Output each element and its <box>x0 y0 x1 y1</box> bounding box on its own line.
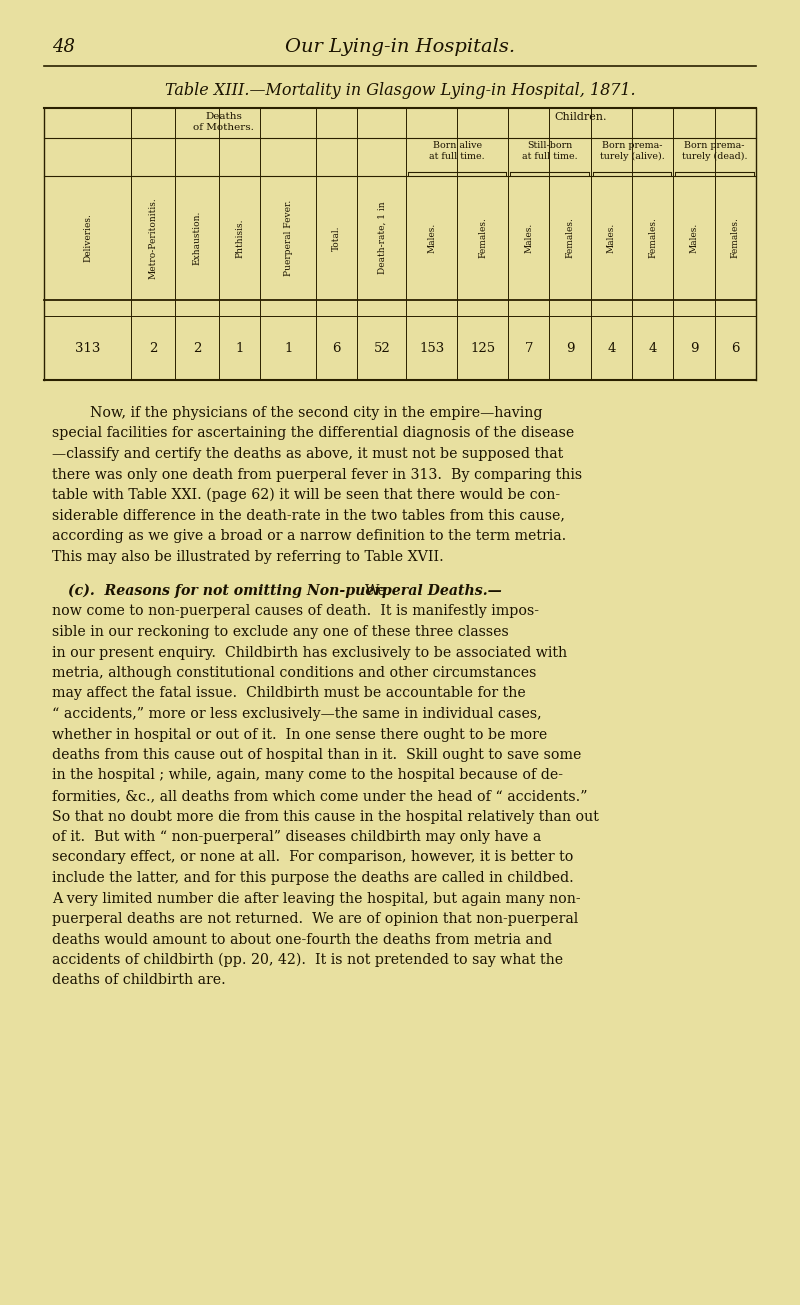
Text: turely (alive).: turely (alive). <box>600 151 665 161</box>
Text: 125: 125 <box>470 342 495 355</box>
Text: 1: 1 <box>235 342 244 355</box>
Text: 2: 2 <box>149 342 158 355</box>
Text: turely (dead).: turely (dead). <box>682 151 747 161</box>
Text: in our present enquiry.  Childbirth has exclusively to be associated with: in our present enquiry. Childbirth has e… <box>52 646 567 659</box>
Text: 6: 6 <box>731 342 739 355</box>
Text: puerperal deaths are not returned.  We are of opinion that non-puerperal: puerperal deaths are not returned. We ar… <box>52 912 578 927</box>
Text: (c).  Reasons for not omitting Non-puerperal Deaths.—: (c). Reasons for not omitting Non-puerpe… <box>68 585 502 599</box>
Text: 48: 48 <box>52 38 75 56</box>
Text: We: We <box>365 585 386 598</box>
Text: Table XIII.—Mortality in Glasgow Lying-in Hospital, 1871.: Table XIII.—Mortality in Glasgow Lying-i… <box>165 82 635 99</box>
Text: siderable difference in the death-rate in the two tables from this cause,: siderable difference in the death-rate i… <box>52 509 565 522</box>
Text: formities, &c., all deaths from which come under the head of “ accidents.”: formities, &c., all deaths from which co… <box>52 790 587 803</box>
Text: Metro-Peritonitis.: Metro-Peritonitis. <box>149 197 158 279</box>
Text: Puerperal Fever.: Puerperal Fever. <box>284 200 293 277</box>
Text: of Mothers.: of Mothers. <box>194 123 254 132</box>
Text: 313: 313 <box>75 342 101 355</box>
Text: deaths of childbirth are.: deaths of childbirth are. <box>52 974 226 988</box>
Text: 52: 52 <box>374 342 390 355</box>
Text: at full time.: at full time. <box>522 151 578 161</box>
Text: Children.: Children. <box>554 112 607 121</box>
Text: 7: 7 <box>525 342 533 355</box>
Text: there was only one death from puerperal fever in 313.  By comparing this: there was only one death from puerperal … <box>52 467 582 482</box>
Text: Deliveries.: Deliveries. <box>83 214 92 262</box>
Text: Deaths: Deaths <box>206 112 242 121</box>
Text: Born prema-: Born prema- <box>685 141 745 150</box>
Text: 4: 4 <box>649 342 657 355</box>
Text: deaths would amount to about one-fourth the deaths from metria and: deaths would amount to about one-fourth … <box>52 933 552 946</box>
Text: 153: 153 <box>419 342 444 355</box>
Text: metria, although constitutional conditions and other circumstances: metria, although constitutional conditio… <box>52 666 536 680</box>
Text: Males.: Males. <box>524 223 534 253</box>
Text: So that no doubt more die from this cause in the hospital relatively than out: So that no doubt more die from this caus… <box>52 809 599 823</box>
Text: 9: 9 <box>566 342 574 355</box>
Text: Females.: Females. <box>648 218 658 258</box>
Text: Females.: Females. <box>566 218 574 258</box>
Text: 2: 2 <box>193 342 202 355</box>
Text: Our Lying-in Hospitals.: Our Lying-in Hospitals. <box>285 38 515 56</box>
Text: sible in our reckoning to exclude any one of these three classes: sible in our reckoning to exclude any on… <box>52 625 509 639</box>
Text: according as we give a broad or a narrow definition to the term metria.: according as we give a broad or a narrow… <box>52 529 566 543</box>
Text: include the latter, and for this purpose the deaths are called in childbed.: include the latter, and for this purpose… <box>52 870 574 885</box>
Text: at full time.: at full time. <box>430 151 485 161</box>
Text: Still-born: Still-born <box>527 141 572 150</box>
Text: Phthisis.: Phthisis. <box>235 218 244 258</box>
Text: accidents of childbirth (pp. 20, 42).  It is not pretended to say what the: accidents of childbirth (pp. 20, 42). It… <box>52 953 563 967</box>
Text: Males.: Males. <box>607 223 616 253</box>
Text: Born alive: Born alive <box>433 141 482 150</box>
Text: Now, if the physicians of the second city in the empire—having: Now, if the physicians of the second cit… <box>90 406 542 420</box>
Text: Born prema-: Born prema- <box>602 141 662 150</box>
Text: 1: 1 <box>284 342 293 355</box>
Text: Females.: Females. <box>478 218 487 258</box>
Text: A very limited number die after leaving the hospital, but again many non-: A very limited number die after leaving … <box>52 891 581 906</box>
Text: Death-rate, 1 in: Death-rate, 1 in <box>378 202 386 274</box>
Text: Males.: Males. <box>690 223 698 253</box>
Text: 4: 4 <box>607 342 616 355</box>
Text: Males.: Males. <box>427 223 436 253</box>
Text: Total.: Total. <box>332 226 342 251</box>
Text: “ accidents,” more or less exclusively—the same in individual cases,: “ accidents,” more or less exclusively—t… <box>52 707 542 720</box>
Text: This may also be illustrated by referring to Table XVII.: This may also be illustrated by referrin… <box>52 549 444 564</box>
Text: may affect the fatal issue.  Childbirth must be accountable for the: may affect the fatal issue. Childbirth m… <box>52 686 526 701</box>
Text: 6: 6 <box>333 342 341 355</box>
Text: now come to non-puerperal causes of death.  It is manifestly impos-: now come to non-puerperal causes of deat… <box>52 604 539 619</box>
Text: table with Table XXI. (page 62) it will be seen that there would be con-: table with Table XXI. (page 62) it will … <box>52 488 560 502</box>
Text: —classify and certify the deaths as above, it must not be supposed that: —classify and certify the deaths as abov… <box>52 448 563 461</box>
Text: special facilities for ascertaining the differential diagnosis of the disease: special facilities for ascertaining the … <box>52 427 574 441</box>
Text: secondary effect, or none at all.  For comparison, however, it is better to: secondary effect, or none at all. For co… <box>52 851 574 864</box>
Text: deaths from this cause out of hospital than in it.  Skill ought to save some: deaths from this cause out of hospital t… <box>52 748 582 762</box>
Text: of it.  But with “ non-puerperal” diseases childbirth may only have a: of it. But with “ non-puerperal” disease… <box>52 830 542 844</box>
Text: Females.: Females. <box>731 218 740 258</box>
Text: 9: 9 <box>690 342 698 355</box>
Text: whether in hospital or out of it.  In one sense there ought to be more: whether in hospital or out of it. In one… <box>52 727 547 741</box>
Text: Exhaustion.: Exhaustion. <box>193 211 202 265</box>
Text: in the hospital ; while, again, many come to the hospital because of de-: in the hospital ; while, again, many com… <box>52 769 563 783</box>
